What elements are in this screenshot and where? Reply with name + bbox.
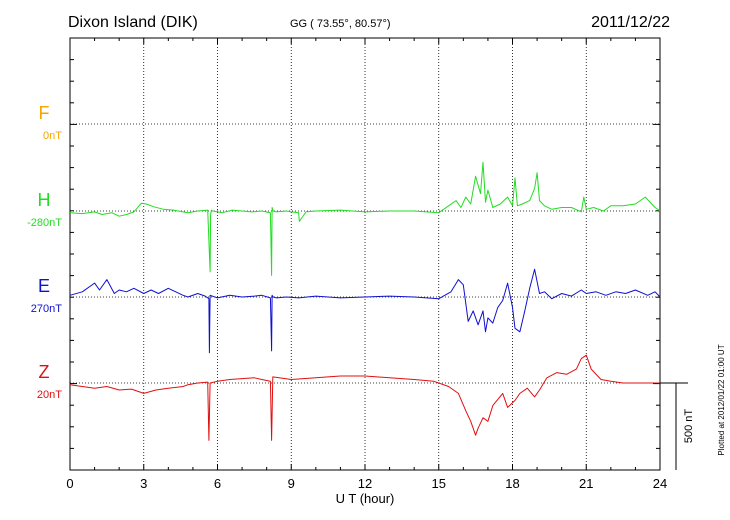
series-labels: F 0nT H -280nT E 270nT Z 20nT [27,103,62,401]
series-name-F: F [39,103,50,123]
series-name-H: H [38,190,51,210]
series-baseline-F: 0nT [43,130,62,142]
series-baseline-Z: 20nT [37,389,62,401]
series-line-Z [69,354,660,441]
x-tick-label-6: 6 [214,476,221,491]
series-baseline-H: -280nT [27,217,62,229]
x-tick-label-0: 0 [66,476,73,491]
x-tick-label-9: 9 [288,476,295,491]
series-lines [69,161,661,441]
chart-date: 2011/12/22 [591,14,670,31]
series-name-Z: Z [39,362,50,382]
x-axis: 0 3 6 9 12 15 18 21 24 [66,38,667,491]
x-tick-label-21: 21 [579,476,593,491]
x-tick-label-15: 15 [432,476,446,491]
x-tick-label-24: 24 [653,476,667,491]
series-line-E [69,268,661,354]
series-line-H [69,161,661,276]
x-tick-label-3: 3 [140,476,147,491]
x-tick-label-12: 12 [358,476,372,491]
scale-bar-label: 500 nT [683,409,695,444]
x-axis-label: U T (hour) [336,491,395,506]
station-title: Dixon Island (DIK) [68,14,198,31]
plotted-footnote: Plotted at 2012/01/22 01:00 UT [717,344,726,455]
x-tick-label-18: 18 [505,476,519,491]
right-axis [70,59,660,449]
series-baseline-E: 270nT [31,303,62,315]
scale-bar: 500 nT [660,382,695,470]
station-coords: GG ( 73.55°, 80.57°) [290,18,391,30]
grid-lines [70,38,660,470]
series-name-E: E [38,276,50,296]
